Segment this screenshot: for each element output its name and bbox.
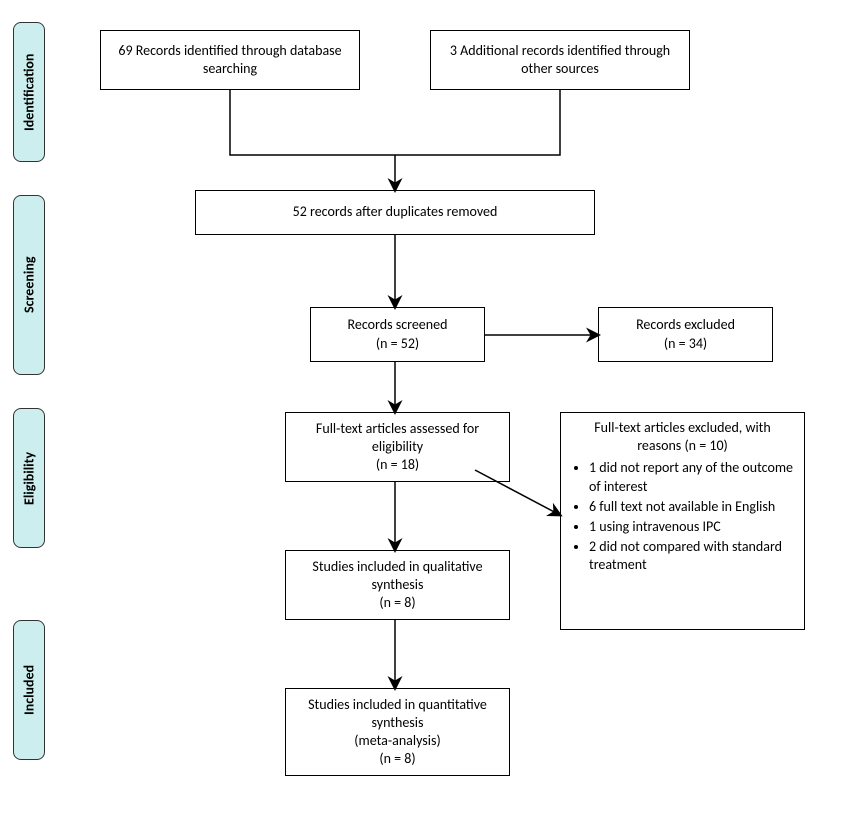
box-text: Records screened (n = 52) (348, 316, 448, 352)
stage-label-text: Eligibility (21, 451, 38, 504)
box-quantitative-synthesis: Studies included in quantitative synthes… (285, 688, 510, 776)
exclusion-reason: 6 full text not available in English (589, 498, 794, 516)
box-text: 3 Additional records identified through … (441, 42, 679, 78)
exclusion-reason: 2 did not compared with standard treatme… (589, 538, 794, 574)
box-records-excluded: Records excluded (n = 34) (598, 307, 773, 362)
exclusion-reason: 1 did not report any of the outcome of i… (589, 459, 794, 495)
box-qualitative-synthesis: Studies included in qualitative synthesi… (285, 550, 510, 620)
arrow-db-to-dup (230, 90, 395, 155)
box-text: 69 Records identified through database s… (111, 42, 349, 78)
box-after-duplicates: 52 records after duplicates removed (195, 190, 595, 235)
box-db-search: 69 Records identified through database s… (100, 30, 360, 90)
box-other-sources: 3 Additional records identified through … (430, 30, 690, 90)
box-fulltext-excluded-reasons: 1 did not report any of the outcome of i… (571, 459, 794, 574)
stage-eligibility: Eligibility (13, 408, 45, 548)
stage-label-text: Included (21, 665, 38, 715)
box-text: Full-text articles assessed for eligibil… (296, 420, 499, 475)
box-text: Studies included in quantitative synthes… (296, 696, 499, 769)
box-fulltext-excluded-title: Full-text articles excluded, with reason… (571, 419, 794, 455)
stage-label-text: Screening (21, 257, 38, 314)
box-records-screened: Records screened (n = 52) (310, 307, 485, 362)
box-text: 52 records after duplicates removed (293, 203, 498, 221)
exclusion-reason: 1 using intravenous IPC (589, 518, 794, 536)
stage-label-text: Identification (21, 53, 38, 130)
box-fulltext-excluded: Full-text articles excluded, with reason… (560, 412, 805, 630)
box-text: Studies included in qualitative synthesi… (296, 558, 499, 613)
box-text: Records excluded (n = 34) (636, 316, 735, 352)
arrow-other-to-dup (395, 90, 560, 155)
stage-screening: Screening (13, 195, 45, 375)
stage-included: Included (13, 620, 45, 760)
box-fulltext-assessed: Full-text articles assessed for eligibil… (285, 412, 510, 482)
stage-identification: Identification (13, 22, 45, 162)
